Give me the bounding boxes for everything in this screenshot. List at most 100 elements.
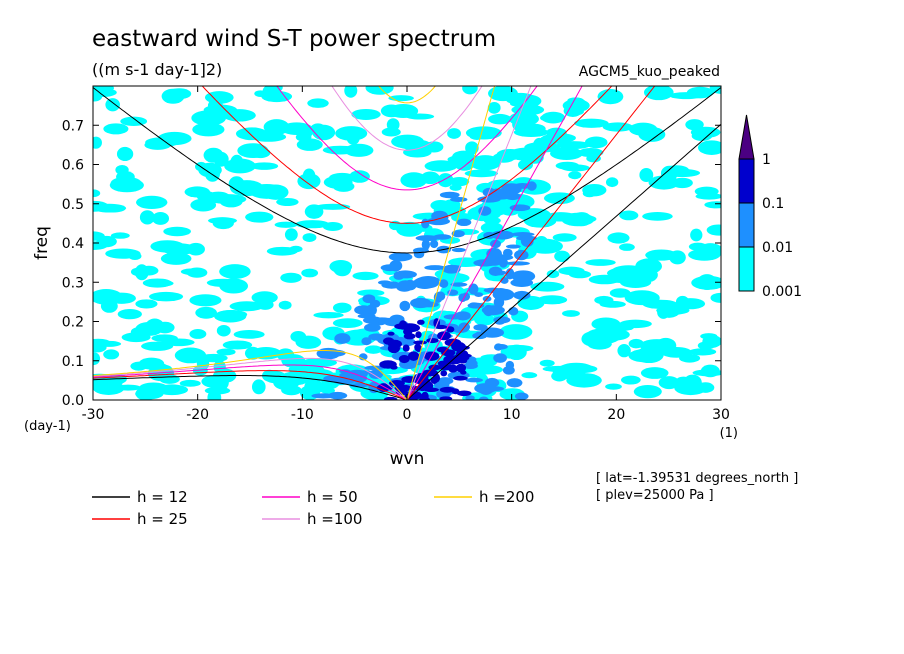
colorbar-band	[738, 202, 755, 248]
heat-cell	[439, 191, 460, 199]
heat-cell	[439, 279, 449, 288]
heat-cell	[155, 321, 175, 334]
heat-cell	[93, 189, 101, 198]
heat-cell	[191, 110, 227, 126]
rossby-curve-h200	[93, 350, 408, 400]
chart-title: eastward wind S-T power spectrum	[92, 26, 496, 52]
heat-cell	[639, 167, 654, 183]
heat-cell	[505, 244, 521, 249]
heat-cell	[280, 272, 302, 283]
heat-cell	[297, 363, 325, 380]
heat-cell	[501, 344, 534, 352]
heat-cell	[365, 86, 394, 95]
heat-cell	[456, 218, 472, 227]
heat-cell	[609, 324, 634, 331]
heat-cell	[568, 171, 582, 180]
heat-cell	[478, 396, 489, 400]
x-tick-label: 20	[607, 407, 625, 423]
heat-cell	[332, 302, 352, 313]
heat-cell	[511, 232, 535, 237]
heat-cell	[710, 292, 721, 303]
heat-cell	[404, 323, 421, 333]
heat-cell	[607, 267, 637, 279]
heat-cell	[373, 317, 391, 323]
heat-cell	[295, 335, 322, 349]
heat-cell	[709, 86, 721, 94]
heat-cell	[387, 331, 395, 336]
heat-cell	[706, 224, 721, 236]
heat-cell	[144, 140, 172, 150]
y-tick-label: 0.7	[62, 118, 84, 134]
legend-label: h = 25	[137, 510, 188, 528]
chart-subtitle: ((m s-1 day-1]2)	[92, 60, 222, 79]
kelvin-curve-h50	[406, 86, 583, 400]
legend: h = 12 h = 25 h = 50 h =100 h =200	[92, 488, 534, 528]
heat-cell	[135, 299, 158, 309]
y-tick-label: 0.6	[62, 158, 84, 174]
heat-cell	[380, 264, 400, 272]
heat-cell	[605, 177, 619, 188]
heat-cell	[690, 228, 703, 242]
heat-cell	[357, 313, 376, 319]
heat-cell	[229, 301, 264, 312]
heat-cell	[207, 389, 222, 400]
rossby-curve-h12	[93, 375, 408, 400]
heat-cell	[440, 370, 448, 377]
heat-cell	[691, 130, 713, 141]
heat-cell	[430, 239, 439, 249]
heat-cell	[456, 390, 472, 397]
heat-cell	[130, 267, 147, 277]
heat-cell	[473, 259, 496, 267]
colorbar-band	[738, 246, 755, 292]
x-axis-label: wvn	[390, 449, 425, 469]
heat-cell	[607, 232, 630, 244]
heat-cell	[505, 268, 515, 280]
heat-cell	[455, 363, 467, 373]
heat-cell	[448, 257, 484, 268]
heat-cell	[278, 300, 292, 310]
heat-cell	[585, 259, 616, 266]
heat-cell	[634, 347, 664, 364]
heat-cell	[480, 222, 504, 234]
heat-cell	[478, 206, 492, 216]
y-axis-label: freq	[32, 226, 52, 260]
kelvin-curve-h12	[406, 123, 721, 400]
heat-cell	[643, 86, 674, 101]
heat-cell	[539, 359, 555, 367]
heat-cell	[408, 351, 420, 361]
heat-cell	[602, 122, 634, 132]
y-unit-label: (day-1)	[24, 419, 71, 434]
heat-cell	[103, 123, 129, 135]
heat-cell	[151, 211, 170, 225]
heat-cell	[296, 138, 323, 151]
heat-cell	[597, 89, 624, 105]
heat-cell	[115, 164, 129, 175]
heat-cell	[224, 158, 256, 174]
heat-cell	[464, 169, 498, 178]
gravity-curve-h50	[276, 86, 538, 191]
heat-cell	[421, 369, 439, 377]
heat-cell	[139, 210, 155, 225]
heat-cell	[599, 300, 626, 308]
heat-cell	[669, 92, 704, 100]
heat-cell	[487, 101, 501, 114]
heat-cell	[276, 348, 295, 362]
heat-cell	[244, 346, 261, 360]
heat-cell	[414, 343, 421, 352]
heat-cell	[648, 175, 680, 190]
heat-cell	[274, 221, 298, 228]
heat-cell	[421, 239, 431, 251]
heat-cell	[95, 340, 122, 347]
heat-cell	[493, 353, 507, 363]
heat-cell	[423, 381, 434, 390]
legend-label: h =100	[307, 510, 362, 528]
heat-cell	[405, 113, 435, 120]
heat-cell	[609, 288, 631, 298]
heat-cell	[396, 221, 424, 237]
heat-cell	[582, 183, 607, 197]
heat-cell	[550, 147, 583, 161]
heat-cell	[117, 309, 142, 320]
heat-cell	[635, 258, 662, 274]
heat-cell	[437, 331, 451, 341]
y-tick-label: 0.4	[62, 236, 84, 252]
